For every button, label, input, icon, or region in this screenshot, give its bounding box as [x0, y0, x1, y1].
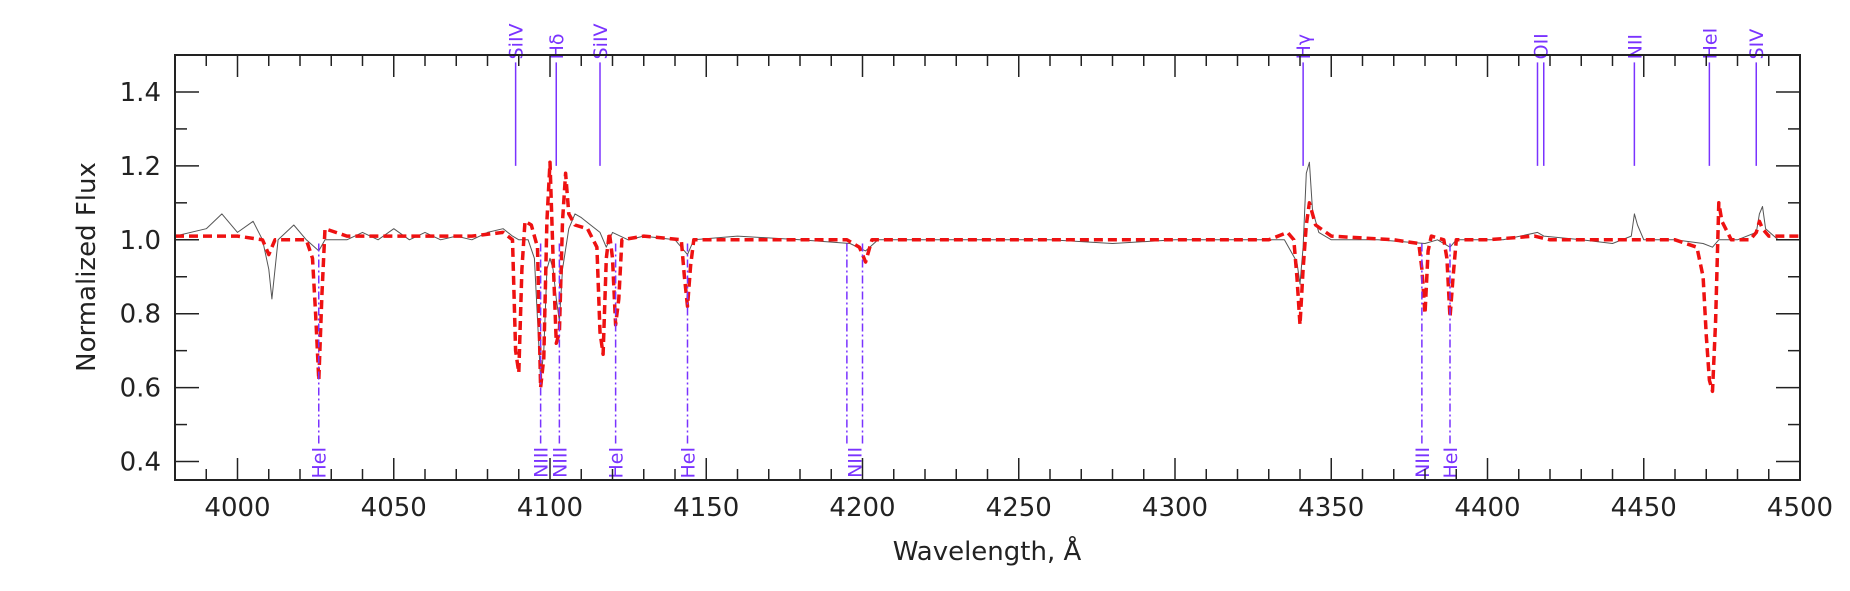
bottom-line-label: HeI	[1440, 447, 1462, 479]
x-tick-label: 4200	[829, 493, 895, 523]
bottom-line-label: HeI	[309, 447, 331, 479]
chart-axes: 4000 4050 4100 4150 4200 4250 4300 4350 4400 4450…	[120, 54, 1833, 523]
top-line-label: NII	[1624, 34, 1646, 59]
y-tick-label: 0.4	[120, 448, 161, 478]
x-tick-label: 4100	[517, 493, 583, 523]
bottom-line-label: HeI	[678, 447, 700, 479]
x-axis-title: Wavelength, Å	[893, 535, 1082, 567]
x-tick-label: 4450	[1611, 493, 1677, 523]
bottom-line-label: NIII	[1412, 447, 1434, 478]
top-line-label: SiIV	[590, 23, 612, 59]
x-tick-label: 4050	[361, 493, 427, 523]
y-axis-title: Normalized Flux	[72, 162, 102, 372]
x-tick-label: 4300	[1142, 493, 1208, 523]
top-line-label: HeI	[1699, 28, 1721, 60]
top-line-label: SIV	[1746, 29, 1768, 60]
top-line-label: SiIV	[506, 23, 528, 59]
y-tick-label: 1.0	[120, 226, 161, 256]
top-line-label: Hγ	[1293, 34, 1315, 60]
x-tick-label: 4250	[986, 493, 1052, 523]
y-tick-label: 1.4	[120, 78, 161, 108]
x-tick-label: 4150	[673, 493, 739, 523]
y-tick-label: 0.8	[120, 300, 161, 330]
x-tick-label: 4350	[1298, 493, 1364, 523]
y-tick-label: 0.6	[120, 374, 161, 404]
series-line-1	[174, 161, 1800, 381]
series-line-2	[175, 160, 1800, 394]
top-line-label: OII	[1531, 33, 1553, 59]
bottom-line-label: NIII	[845, 447, 867, 478]
y-tick-label: 1.2	[120, 152, 161, 182]
bottom-line-label: NIII	[549, 447, 571, 478]
bottom-line-label: NIII	[531, 447, 553, 478]
x-tick-label: 4500	[1767, 493, 1833, 523]
x-tick-label: 4400	[1454, 493, 1520, 523]
plot-frame	[174, 54, 1801, 481]
top-line-label: Hδ	[546, 33, 568, 59]
bottom-line-label: HeI	[606, 447, 628, 479]
x-tick-label: 4000	[204, 493, 270, 523]
